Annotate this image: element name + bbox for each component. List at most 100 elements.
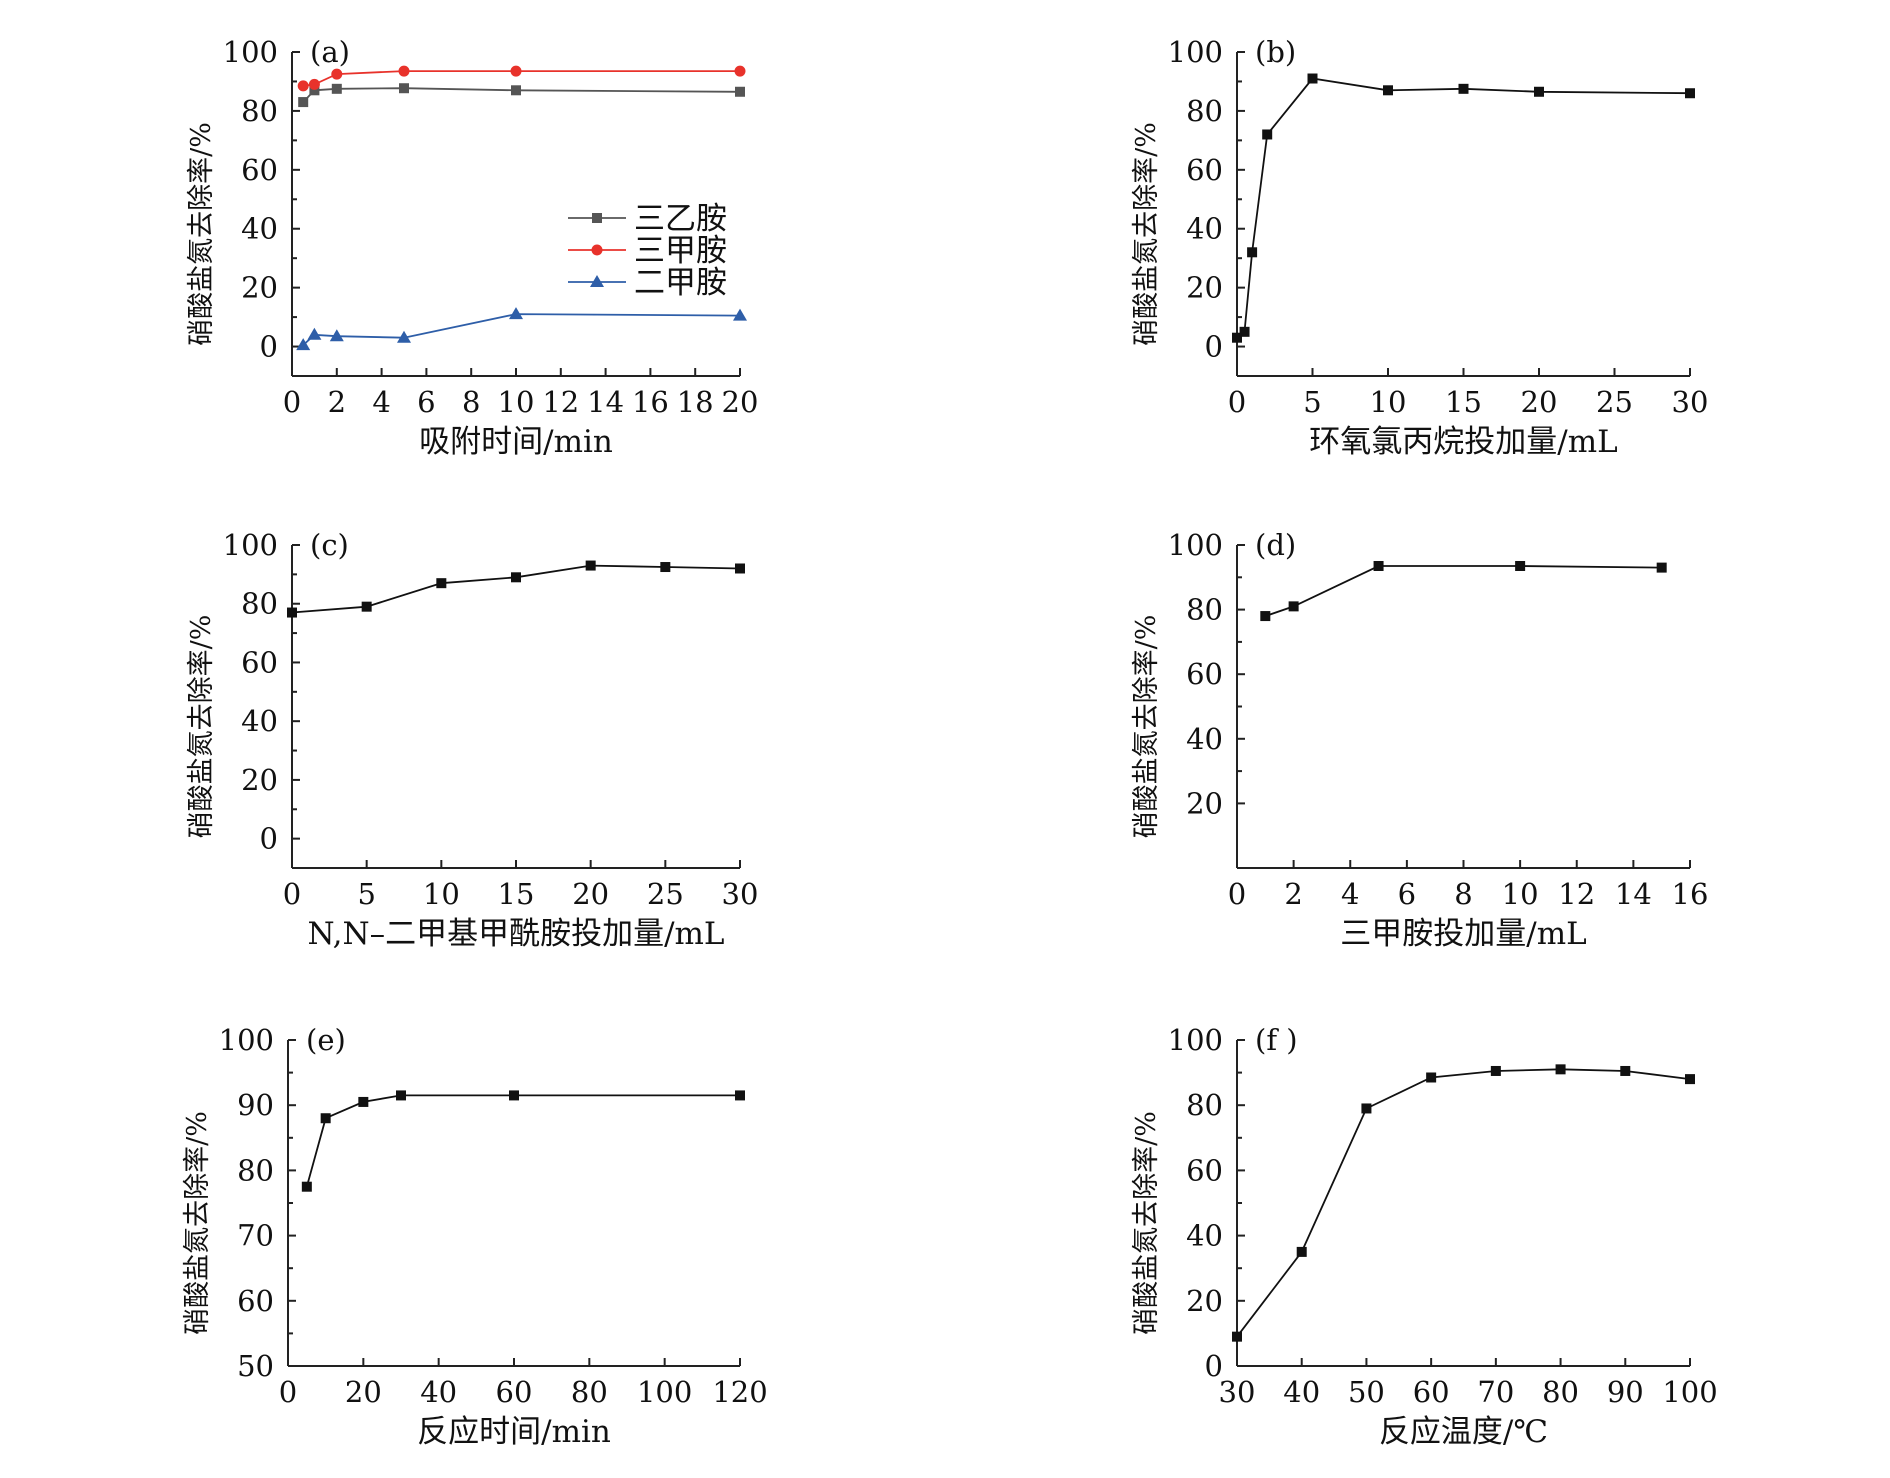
x-tick-label: 5 bbox=[357, 877, 375, 911]
x-tick-label: 15 bbox=[498, 877, 535, 911]
y-tick-label: 40 bbox=[1186, 722, 1223, 756]
data-point bbox=[399, 83, 409, 94]
x-tick-label: 2 bbox=[1284, 877, 1302, 911]
panel-label: (e) bbox=[306, 1023, 346, 1057]
x-axis-label: 吸附时间/min bbox=[419, 424, 613, 460]
x-tick-label: 25 bbox=[647, 877, 684, 911]
data-point bbox=[436, 578, 447, 589]
panel-label: (c) bbox=[310, 528, 349, 562]
x-tick-label: 2 bbox=[328, 385, 346, 419]
legend-marker bbox=[591, 244, 603, 256]
x-tick-label: 12 bbox=[542, 385, 579, 419]
x-tick-label: 6 bbox=[417, 385, 435, 419]
y-tick-label: 40 bbox=[241, 212, 278, 246]
x-tick-label: 30 bbox=[1672, 385, 1709, 419]
data-point bbox=[298, 97, 309, 108]
x-tick-label: 5 bbox=[1303, 385, 1321, 419]
series-line-d-0 bbox=[1265, 565, 1662, 617]
y-tick-label: 20 bbox=[241, 271, 278, 305]
y-tick-label: 60 bbox=[237, 1284, 274, 1318]
x-tick-label: 40 bbox=[1283, 1375, 1320, 1409]
x-tick-label: 4 bbox=[1341, 877, 1359, 911]
data-point bbox=[1515, 560, 1526, 571]
data-point bbox=[509, 307, 523, 320]
x-tick-label: 30 bbox=[722, 877, 759, 911]
data-point bbox=[1555, 1064, 1566, 1075]
x-tick-label: 60 bbox=[1413, 1375, 1450, 1409]
data-point bbox=[308, 78, 320, 90]
series-line-a-0 bbox=[302, 87, 741, 103]
data-point bbox=[297, 80, 309, 92]
y-tick-label: 80 bbox=[241, 94, 278, 128]
x-tick-label: 16 bbox=[632, 385, 669, 419]
x-tick-label: 25 bbox=[1596, 385, 1633, 419]
data-point bbox=[1685, 88, 1695, 99]
chart-panel-b: 0 20 40 60 80 100 0 5 10 15 20 25 30 环氧氯丙烷投加量/mL 硝酸盐氮去… bbox=[1131, 35, 1708, 460]
data-point bbox=[1361, 1103, 1372, 1114]
x-tick-label: 10 bbox=[423, 877, 460, 911]
series-line-e-0 bbox=[305, 1094, 740, 1187]
data-point bbox=[1656, 562, 1667, 573]
x-tick-label: 70 bbox=[1477, 1375, 1514, 1409]
x-axis-label: 反应温度/℃ bbox=[1379, 1414, 1548, 1450]
y-tick-label: 60 bbox=[1186, 657, 1223, 691]
x-tick-label: 20 bbox=[345, 1375, 382, 1409]
legend-marker bbox=[592, 213, 602, 223]
panel-label: (a) bbox=[310, 35, 350, 69]
y-axis-label: 硝酸盐氮去除率/% bbox=[186, 615, 217, 839]
x-axis-label: N,N–二甲基甲酰胺投加量/mL bbox=[307, 916, 724, 952]
data-point bbox=[1307, 73, 1318, 84]
x-tick-label: 20 bbox=[1521, 385, 1558, 419]
data-point bbox=[510, 65, 522, 77]
y-tick-label: 80 bbox=[1186, 593, 1223, 627]
data-point bbox=[1247, 247, 1258, 258]
series-line-a-1 bbox=[303, 70, 740, 87]
data-point bbox=[1490, 1065, 1501, 1076]
data-point bbox=[1296, 1246, 1307, 1257]
data-point bbox=[511, 572, 521, 583]
x-tick-label: 14 bbox=[1615, 877, 1652, 911]
y-tick-label: 100 bbox=[223, 528, 278, 562]
y-axis-label: 硝酸盐氮去除率/% bbox=[1131, 122, 1162, 346]
data-point bbox=[1232, 1331, 1242, 1342]
x-tick-label: 100 bbox=[637, 1375, 692, 1409]
data-point bbox=[301, 1181, 312, 1192]
x-tick-label: 16 bbox=[1672, 877, 1709, 911]
y-axis-label: 硝酸盐氮去除率/% bbox=[182, 1111, 213, 1335]
data-point bbox=[1426, 1072, 1437, 1083]
chart-panel-d: 20 40 60 80 100 0 2 4 6 8 10 12 14 16 三甲胺投加量/mL 硝酸盐氮去除率… bbox=[1131, 528, 1708, 952]
data-point bbox=[660, 562, 671, 573]
y-tick-label: 50 bbox=[237, 1349, 274, 1383]
y-tick-label: 60 bbox=[241, 153, 278, 187]
x-tick-label: 100 bbox=[1662, 1375, 1717, 1409]
data-point bbox=[1288, 601, 1299, 612]
x-tick-label: 50 bbox=[1348, 1375, 1385, 1409]
data-point bbox=[735, 1090, 745, 1101]
data-point bbox=[361, 601, 372, 612]
legend-label: 三乙胺 bbox=[634, 201, 727, 237]
y-axis-label: 硝酸盐氮去除率/% bbox=[1131, 615, 1162, 839]
chart-panel-f: 0 20 40 60 80 100 30 40 50 60 70 80 90 100 反应温度/℃ 硝酸盐氮去… bbox=[1131, 1023, 1718, 1450]
y-tick-label: 100 bbox=[1168, 528, 1223, 562]
x-tick-label: 0 bbox=[1228, 385, 1246, 419]
chart-panel-c: 0 20 40 60 80 100 0 5 10 15 20 25 30 N,N–二甲基甲酰胺投加量/mL… bbox=[186, 528, 758, 952]
data-point bbox=[1262, 129, 1273, 140]
legend-marker bbox=[590, 275, 604, 287]
y-tick-label: 20 bbox=[1186, 1284, 1223, 1318]
series-line-b-0 bbox=[1236, 77, 1691, 339]
y-tick-label: 0 bbox=[1205, 1349, 1223, 1383]
y-tick-label: 80 bbox=[1186, 1088, 1223, 1122]
x-tick-label: 0 bbox=[279, 1375, 297, 1409]
x-tick-label: 15 bbox=[1445, 385, 1482, 419]
x-tick-label: 10 bbox=[1502, 877, 1539, 911]
y-tick-label: 0 bbox=[1205, 330, 1223, 364]
data-point bbox=[511, 85, 521, 96]
chart-panel-e: 50 60 70 80 90 100 0 20 40 60 80 100 120 反应时间/min 硝酸盐氮… bbox=[182, 1023, 768, 1450]
y-tick-label: 20 bbox=[241, 763, 278, 797]
x-tick-label: 10 bbox=[1370, 385, 1407, 419]
data-point bbox=[396, 1090, 406, 1101]
data-point bbox=[309, 85, 320, 96]
data-point bbox=[734, 65, 746, 77]
series-line-f-0 bbox=[1236, 1068, 1691, 1338]
